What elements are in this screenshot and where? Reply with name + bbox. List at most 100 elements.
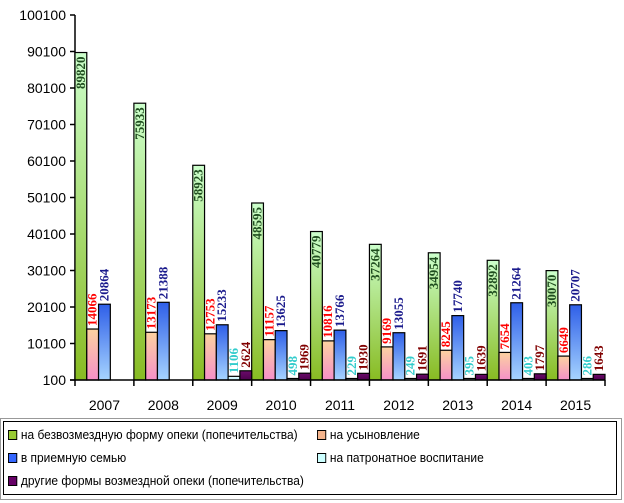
data-label: 1643: [591, 345, 606, 372]
bar: [262, 339, 276, 381]
bar: [557, 355, 571, 381]
data-label: 15233: [214, 289, 229, 322]
bar: [133, 102, 147, 381]
legend-swatch: [317, 452, 327, 463]
data-label: 11157: [261, 305, 276, 337]
data-label: 6649: [556, 327, 571, 354]
legend-item-patronage: на патронатное воспитание: [317, 450, 484, 465]
data-label: 21264: [509, 267, 524, 300]
x-axis: 2007 2008 2009 2010 2011 2012 2013 2014 2015: [70, 379, 606, 413]
data-label: 21388: [155, 266, 170, 299]
legend-label: другие формы возмездной опеки (попечител…: [20, 473, 304, 488]
legend-label: на безвозмездную форму опеки (попечитель…: [20, 427, 298, 442]
data-labels: 89820 75933 58923 48595 40779 37264 34954 32892…: [73, 57, 606, 376]
y-tick-label: 100: [43, 372, 67, 388]
data-label: 40779: [308, 235, 323, 268]
bar: [498, 351, 512, 381]
data-label: 12753: [202, 298, 217, 331]
legend-item-adoption: на усыновление: [317, 427, 420, 442]
y-tick-label: 80100: [27, 80, 66, 96]
data-label: 8245: [438, 321, 453, 348]
bar: [156, 301, 170, 381]
data-label: 13766: [332, 294, 347, 327]
data-label: 13055: [391, 297, 406, 330]
x-tick-label: 2011: [325, 397, 355, 413]
legend-item-other-paid-guardianship: другие формы возмездной опеки (попечител…: [8, 473, 304, 488]
data-label: 20707: [568, 269, 583, 302]
bar: [97, 303, 111, 381]
bar: [298, 372, 312, 381]
bar: [145, 331, 159, 381]
data-label: 37264: [367, 248, 382, 281]
data-label: 403: [520, 356, 535, 376]
data-label: 13173: [144, 296, 159, 329]
legend-label: на усыновление: [329, 427, 420, 442]
data-label: 1930: [356, 344, 371, 370]
data-label: 249: [403, 356, 418, 376]
data-label: 9169: [379, 317, 394, 344]
x-tick-label: 2013: [442, 397, 473, 413]
data-label: 58923: [191, 169, 206, 202]
data-label: 48595: [250, 206, 265, 239]
data-label: 1797: [532, 344, 547, 371]
data-label: 1691: [414, 345, 429, 371]
legend-frame: [0, 418, 622, 500]
data-label: 30070: [544, 275, 559, 308]
legend-label: в приемную семью: [20, 450, 127, 465]
x-tick-label: 2007: [89, 397, 120, 413]
legend-swatch: [8, 429, 18, 440]
legend-swatch: [8, 475, 18, 486]
bar-chart: 100 10100 20100 30100 40100 50100 60100 70100 80…: [19, 7, 606, 413]
y-tick-label: 20100: [27, 299, 66, 315]
x-tick-label: 2010: [266, 397, 297, 413]
y-tick-label: 70100: [27, 117, 66, 133]
data-label: 32892: [485, 264, 500, 297]
bar: [203, 333, 217, 381]
y-tick-label: 30100: [27, 263, 66, 279]
y-tick-label: 60100: [27, 153, 66, 169]
bars: [74, 51, 606, 381]
bar: [592, 373, 606, 381]
x-tick-label: 2012: [383, 397, 414, 413]
data-label: 395: [462, 356, 477, 376]
y-tick-label: 10100: [27, 336, 66, 352]
y-tick-label: 100100: [19, 7, 66, 23]
legend: на безвозмездную форму опеки (попечитель…: [3, 421, 617, 495]
y-tick-label: 40100: [27, 226, 66, 242]
x-tick-label: 2009: [207, 397, 238, 413]
data-label: 286: [579, 356, 594, 376]
bar: [239, 370, 253, 381]
data-label: 2624: [238, 341, 253, 368]
data-label: 75933: [132, 107, 147, 140]
y-tick-label: 50100: [27, 190, 66, 206]
legend-label: на патронатное воспитание: [329, 450, 484, 465]
bar: [533, 373, 547, 381]
data-label: 1639: [473, 345, 488, 372]
data-label: 7654: [497, 323, 512, 350]
data-label: 229: [344, 356, 359, 376]
data-label: 10816: [320, 305, 335, 338]
x-tick-label: 2014: [501, 397, 532, 413]
bar: [321, 340, 335, 381]
y-axis: 100 10100 20100 30100 40100 50100 60100 70100 80…: [19, 7, 76, 388]
data-label: 498: [285, 356, 300, 376]
y-tick-label: 90100: [27, 44, 66, 60]
legend-item-foster-family: в приемную семью: [8, 450, 126, 465]
data-label: 17740: [450, 280, 465, 313]
bar: [86, 328, 100, 381]
legend-swatch: [8, 452, 18, 463]
data-label: 1106: [226, 348, 241, 374]
x-tick-label: 2015: [560, 397, 591, 413]
bar: [439, 349, 453, 381]
bar: [380, 346, 394, 381]
x-tick-label: 2008: [148, 397, 179, 413]
legend-swatch: [317, 429, 327, 440]
data-label: 89820: [73, 57, 88, 90]
data-label: 13625: [273, 295, 288, 328]
legend-item-free-guardianship: на безвозмездную форму опеки (попечитель…: [8, 427, 298, 442]
bar: [74, 51, 88, 381]
data-label: 14066: [85, 293, 100, 326]
data-label: 1969: [297, 344, 312, 371]
bar: [415, 373, 429, 381]
data-label: 20864: [96, 268, 111, 301]
